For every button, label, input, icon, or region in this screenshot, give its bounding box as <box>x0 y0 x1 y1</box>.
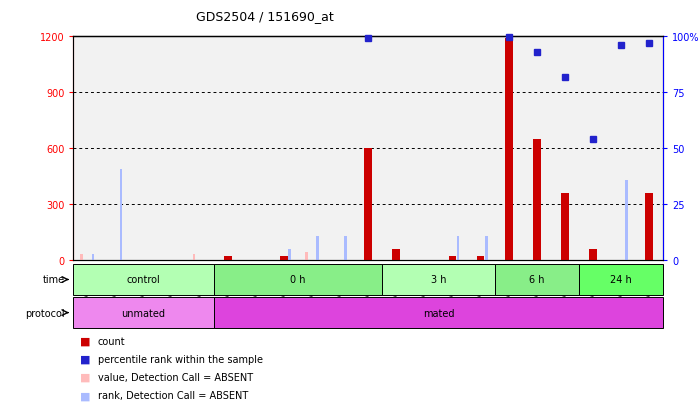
Text: mated: mated <box>423 308 454 318</box>
Bar <box>305 253 308 260</box>
Bar <box>214 297 663 328</box>
Bar <box>280 256 288 260</box>
Text: ■: ■ <box>80 372 91 382</box>
Text: rank, Detection Call = ABSENT: rank, Detection Call = ABSENT <box>98 390 248 400</box>
Bar <box>101 37 129 260</box>
Bar <box>288 249 291 260</box>
Bar <box>80 254 83 260</box>
Bar <box>91 254 94 260</box>
Bar <box>119 169 122 260</box>
Text: value, Detection Call = ABSENT: value, Detection Call = ABSENT <box>98 372 253 382</box>
Text: percentile rank within the sample: percentile rank within the sample <box>98 354 262 364</box>
Bar <box>270 37 298 260</box>
Text: ■: ■ <box>80 354 91 364</box>
Bar <box>242 37 270 260</box>
Bar <box>410 37 438 260</box>
Bar <box>73 264 214 295</box>
Bar <box>456 236 459 260</box>
Bar <box>523 37 551 260</box>
Bar <box>73 297 214 328</box>
Bar <box>129 37 158 260</box>
Bar <box>625 180 628 260</box>
Bar <box>466 37 495 260</box>
Bar <box>326 37 354 260</box>
Bar <box>193 254 195 260</box>
Bar <box>438 37 466 260</box>
Bar <box>579 264 663 295</box>
Text: unmated: unmated <box>121 308 165 318</box>
Bar <box>158 37 186 260</box>
Bar <box>392 249 400 260</box>
Text: ■: ■ <box>80 390 91 400</box>
Bar <box>495 264 579 295</box>
Bar <box>645 193 653 260</box>
Bar <box>224 256 232 260</box>
Text: time: time <box>43 275 65 285</box>
Bar <box>635 37 663 260</box>
Bar <box>607 37 635 260</box>
Bar <box>579 37 607 260</box>
Bar <box>561 193 569 260</box>
Bar <box>505 39 512 260</box>
Text: 6 h: 6 h <box>529 275 544 285</box>
Bar <box>214 264 383 295</box>
Text: protocol: protocol <box>25 308 65 318</box>
Bar <box>383 37 410 260</box>
Text: 0 h: 0 h <box>290 275 306 285</box>
Bar <box>484 236 488 260</box>
Bar <box>589 249 597 260</box>
Bar <box>344 236 347 260</box>
Bar <box>477 256 484 260</box>
Bar <box>383 264 495 295</box>
Bar <box>551 37 579 260</box>
Bar <box>533 140 541 260</box>
Bar <box>73 37 101 260</box>
Text: control: control <box>126 275 161 285</box>
Bar <box>316 236 319 260</box>
Text: GDS2504 / 151690_at: GDS2504 / 151690_at <box>196 10 334 23</box>
Bar <box>364 149 372 260</box>
Bar <box>495 37 523 260</box>
Text: count: count <box>98 336 126 346</box>
Bar <box>354 37 383 260</box>
Bar <box>186 37 214 260</box>
Bar <box>214 37 242 260</box>
Text: ■: ■ <box>80 336 91 346</box>
Bar <box>298 37 326 260</box>
Text: 3 h: 3 h <box>431 275 446 285</box>
Text: 24 h: 24 h <box>610 275 632 285</box>
Bar <box>449 256 456 260</box>
